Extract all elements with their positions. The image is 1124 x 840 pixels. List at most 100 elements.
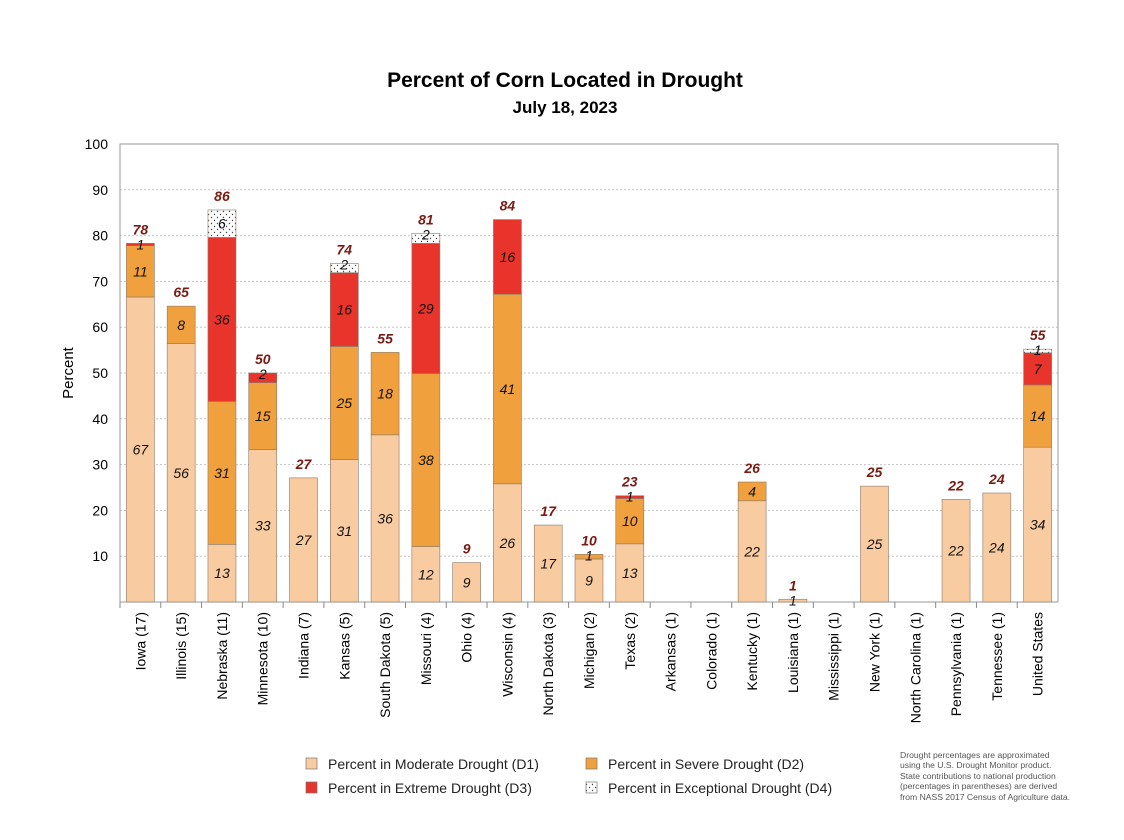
x-category-label: Indiana (7): [296, 612, 312, 679]
segment-label-d1: 22: [743, 543, 760, 559]
legend-swatch: [585, 757, 598, 770]
segment-label-d1: 1: [789, 592, 797, 608]
bar-segment-d1: [982, 492, 1012, 603]
legend-label: Percent in Moderate Drought (D1): [328, 756, 539, 772]
bar-segment-d3: [411, 243, 441, 374]
y-tick-label: 30: [92, 457, 108, 473]
segment-label-d2: 4: [748, 483, 756, 499]
segment-label-d2: 38: [418, 452, 434, 468]
x-category-label: Arkansas (1): [663, 612, 679, 691]
total-label: 26: [743, 460, 760, 476]
segment-label-d1: 24: [988, 539, 1005, 555]
x-category-label: Ohio (4): [459, 612, 475, 663]
segment-label-d2: 14: [1030, 408, 1046, 424]
bar-segment-d1: [615, 543, 645, 603]
x-category-label: Texas (2): [622, 612, 638, 670]
total-label: 81: [418, 211, 434, 227]
total-label: 50: [255, 351, 271, 367]
segment-label-d3: 29: [417, 300, 434, 316]
bar-segment-d2: [1023, 384, 1052, 448]
total-label: 86: [214, 188, 230, 204]
total-label: 17: [540, 503, 557, 519]
segment-label-d2: 1: [585, 547, 593, 563]
bar-segment-d1: [370, 434, 400, 603]
segment-label-d1: 9: [585, 572, 593, 588]
x-category-label: North Dakota (3): [540, 612, 556, 715]
segment-label-d2: 31: [214, 465, 230, 481]
bar-segment-d1: [411, 546, 441, 603]
x-category-label: Pennsylvania (1): [948, 612, 964, 716]
segment-label-d3: 7: [1034, 361, 1043, 377]
x-category-label: Tennessee (1): [989, 612, 1005, 701]
segment-label-d1: 9: [463, 574, 471, 590]
x-category-label: Kansas (5): [336, 612, 352, 680]
x-category-label: Illinois (15): [173, 612, 189, 680]
bar-segment-d2: [737, 481, 767, 502]
bar-segment-d1: [533, 524, 563, 603]
y-tick-label: 40: [92, 411, 108, 427]
chart-subtitle: July 18, 2023: [513, 98, 618, 117]
total-label: 24: [988, 471, 1005, 487]
segment-label-d1: 25: [866, 536, 883, 552]
segment-label-d3: 1: [626, 489, 634, 505]
segment-label-d3: 16: [337, 302, 353, 318]
bar-segment-d1: [289, 477, 318, 603]
total-label: 55: [377, 330, 393, 346]
bar-segment-d2: [166, 305, 196, 344]
segment-label-d1: 26: [499, 535, 516, 551]
bar-segment-d4: [207, 209, 237, 238]
segment-label-d3: 16: [500, 249, 516, 265]
segment-label-d1: 22: [947, 543, 964, 559]
total-label: 55: [1030, 327, 1046, 343]
segment-label-d1: 34: [1030, 517, 1046, 533]
segment-label-d2: 10: [622, 513, 638, 529]
bar-segment-d2: [615, 498, 645, 545]
x-category-label: Minnesota (10): [255, 612, 271, 705]
y-tick-label: 100: [85, 136, 109, 152]
bar-segment-d1: [248, 449, 278, 603]
bar-segment-d3: [615, 495, 645, 499]
segment-label-d3: 36: [214, 311, 230, 327]
x-category-label: South Dakota (5): [377, 612, 393, 718]
bar-segment-d1: [737, 500, 767, 603]
segment-label-d1: 56: [173, 465, 189, 481]
legend-swatch: [305, 757, 318, 770]
legend-label: Percent in Extreme Drought (D3): [328, 780, 532, 796]
legend-swatch: [585, 781, 598, 794]
bar-segment-d1: [330, 459, 359, 603]
bar-segment-d1: [452, 562, 481, 603]
segment-label-d1: 13: [214, 565, 230, 581]
bar-segment-d2: [126, 245, 155, 298]
total-label: 78: [133, 221, 149, 237]
y-tick-label: 90: [92, 182, 108, 198]
segment-label-d1: 12: [418, 566, 434, 582]
bar-segment-d2: [248, 382, 278, 450]
note-line: Drought percentages are approximated: [900, 750, 1050, 760]
note-line: (percentages in parentheses) are derived: [900, 781, 1058, 792]
chart-title: Percent of Corn Located in Drought: [387, 69, 743, 92]
segment-label-d4: 2: [421, 226, 430, 242]
segment-label-d2: 11: [133, 263, 148, 279]
segment-label-d2: 15: [255, 408, 271, 424]
bar-segment-d1: [493, 483, 522, 603]
segment-label-d1: 33: [255, 518, 271, 534]
x-category-label: Iowa (17): [132, 612, 148, 670]
segment-label-d3: 2: [258, 366, 267, 382]
segment-label-d4: 1: [1034, 342, 1042, 358]
total-label: 25: [866, 464, 883, 480]
bar-segment-d1: [126, 296, 155, 603]
total-label: 27: [295, 456, 313, 472]
bar-segment-d1: [1023, 446, 1052, 603]
bar-segment-d3: [330, 272, 359, 347]
y-tick-label: 20: [92, 502, 108, 518]
bar-segment-d1: [941, 499, 971, 603]
segment-label-d2: 18: [377, 386, 393, 402]
bar-segment-d1: [207, 543, 237, 603]
methodology-note: Drought percentages are approximated usi…: [900, 750, 1100, 802]
x-category-label: Nebraska (11): [214, 612, 230, 700]
bar-segment-d2: [411, 373, 441, 547]
y-axis-label: Percent: [60, 346, 77, 399]
